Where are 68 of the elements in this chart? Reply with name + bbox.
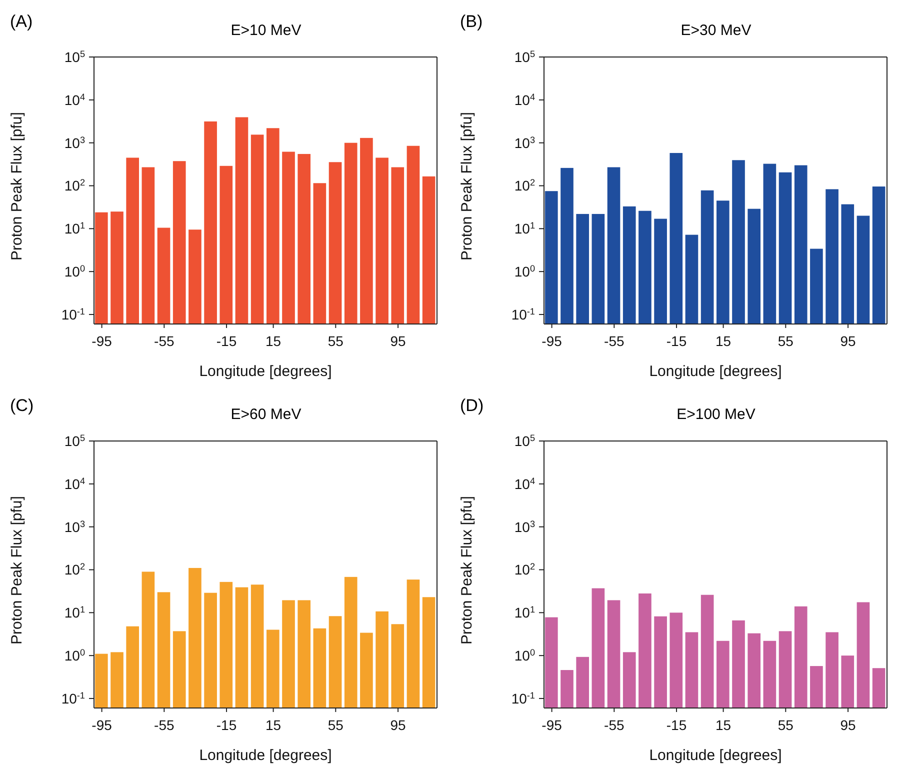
x-tick-label: -55	[154, 333, 174, 349]
x-tick-label: 15	[716, 717, 732, 733]
y-tick-label: 10$^{1}$	[64, 220, 85, 237]
y-tick-label: 10$^{-1}$	[61, 690, 85, 706]
x-axis-title: Longitude [degrees]	[199, 747, 332, 764]
y-tick-label: 10$^{2}$	[64, 178, 85, 194]
y-tick-label: 10$^{2}$	[64, 562, 85, 578]
x-tick-label: 95	[390, 333, 406, 349]
y-tick-label: 10$^{0}$	[64, 648, 85, 664]
y-tick-label: 10$^{1}$	[514, 604, 535, 621]
y-tick-label: 10$^{3}$	[514, 134, 535, 151]
y-axis-title: Proton Peak Flux [pfu]	[8, 496, 26, 644]
y-tick-label: 10$^{4}$	[514, 92, 535, 108]
x-tick-label: -15	[216, 717, 237, 733]
chart-title: E>10 MeV	[230, 22, 302, 39]
text: (C)	[10, 396, 34, 416]
text: (D)	[460, 396, 484, 416]
y-tick-label: 10$^{1}$	[64, 604, 85, 621]
y-tick-label: 10$^{3}$	[514, 518, 535, 535]
y-tick-label: 10$^{1}$	[514, 220, 535, 237]
x-tick-label: -95	[92, 333, 112, 349]
x-tick-label: 55	[778, 333, 794, 349]
y-tick-label: 10$^{2}$	[514, 178, 535, 194]
x-tick-label: 15	[266, 717, 282, 733]
chart-title: E>60 MeV	[230, 406, 302, 423]
y-tick-label: 10$^{0}$	[514, 264, 535, 280]
y-tick-label: 10$^{5}$	[64, 433, 85, 449]
x-tick-label: -55	[604, 333, 624, 349]
x-tick-label: 95	[390, 717, 406, 733]
text: (B)	[460, 12, 483, 32]
x-axis-title: Longitude [degrees]	[649, 363, 782, 380]
y-tick-label: 10$^{5}$	[514, 49, 535, 65]
chart-title: E>100 MeV	[676, 406, 756, 423]
x-tick-label: 55	[328, 717, 344, 733]
chart-title: E>30 MeV	[680, 22, 752, 39]
x-tick-label: -95	[92, 717, 112, 733]
y-tick-label: 10$^{-1}$	[511, 306, 535, 322]
x-tick-label: -55	[604, 717, 624, 733]
y-tick-label: 10$^{3}$	[64, 518, 85, 535]
y-tick-label: 10$^{-1}$	[61, 306, 85, 322]
y-tick-label: 10$^{4}$	[64, 92, 85, 108]
x-tick-label: -95	[542, 333, 562, 349]
x-tick-label: 55	[778, 717, 794, 733]
y-tick-label: 10$^{4}$	[514, 476, 535, 492]
x-axis-title: Longitude [degrees]	[199, 363, 332, 380]
y-tick-label: 10$^{5}$	[514, 433, 535, 449]
y-tick-label: 10$^{3}$	[64, 134, 85, 151]
y-tick-label: 10$^{2}$	[514, 562, 535, 578]
y-axis-title: Proton Peak Flux [pfu]	[8, 112, 26, 260]
x-axis-title: Longitude [degrees]	[649, 747, 782, 764]
text: (A)	[10, 12, 33, 32]
y-tick-label: 10$^{-1}$	[511, 690, 535, 706]
x-tick-label: -15	[666, 333, 687, 349]
x-tick-label: 95	[840, 333, 856, 349]
x-tick-label: -15	[216, 333, 237, 349]
y-tick-label: 10$^{0}$	[514, 648, 535, 664]
y-tick-label: 10$^{4}$	[64, 476, 85, 492]
y-tick-label: 10$^{5}$	[64, 49, 85, 65]
x-tick-label: 15	[716, 333, 732, 349]
x-tick-label: 15	[266, 333, 282, 349]
x-tick-label: 55	[328, 333, 344, 349]
y-axis-title: Proton Peak Flux [pfu]	[458, 112, 476, 260]
y-axis-title: Proton Peak Flux [pfu]	[458, 496, 476, 644]
x-tick-label: -15	[666, 717, 687, 733]
x-tick-label: 95	[840, 717, 856, 733]
x-tick-label: -55	[154, 717, 174, 733]
x-tick-label: -95	[542, 717, 562, 733]
y-tick-label: 10$^{0}$	[64, 264, 85, 280]
